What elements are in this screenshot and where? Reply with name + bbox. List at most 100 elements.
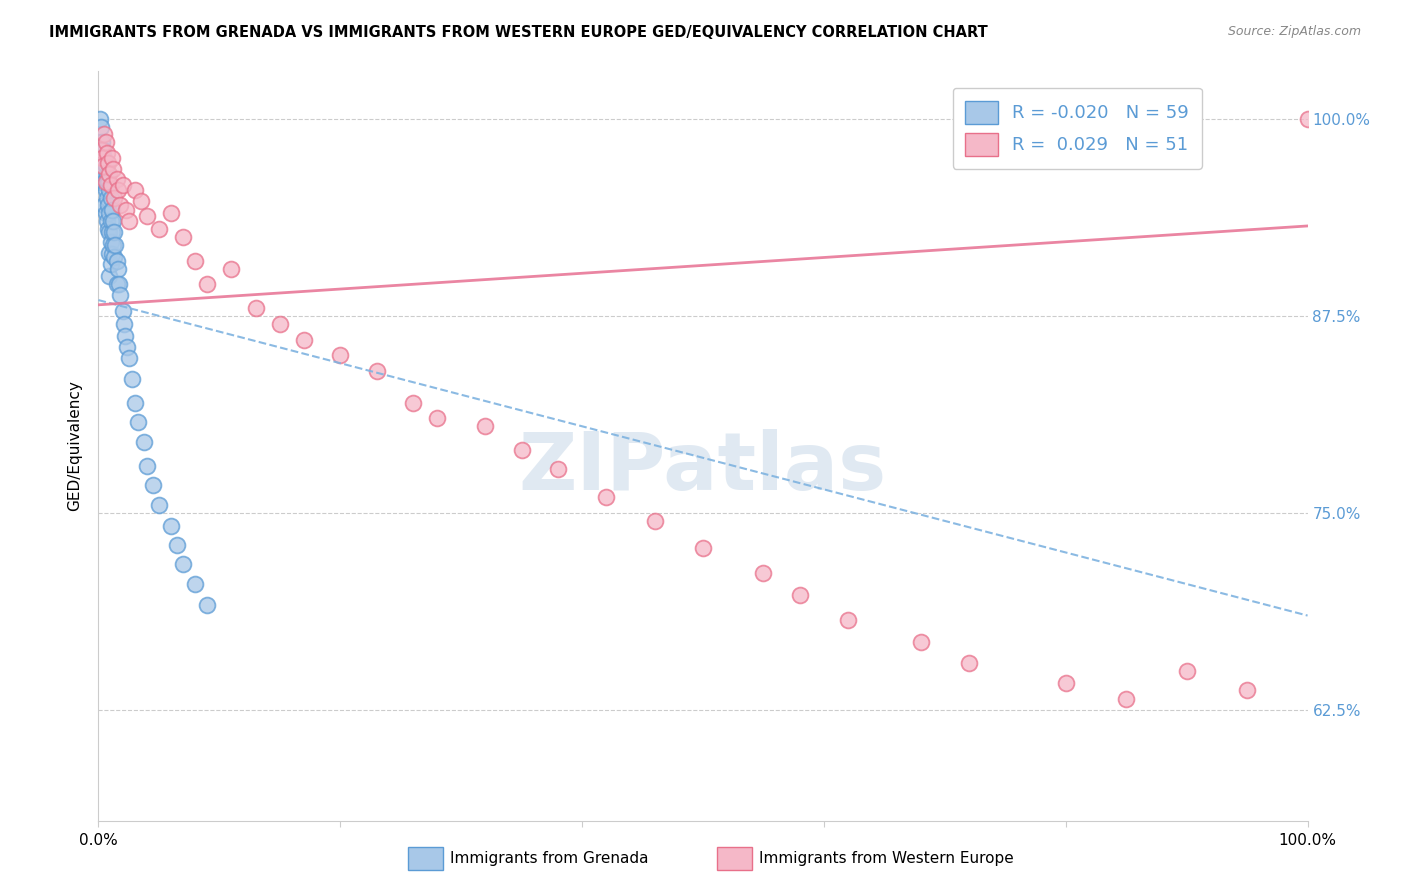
- Point: [426, 411, 449, 425]
- Point: [127, 415, 149, 429]
- Point: [94, 183, 117, 197]
- Point: [96, 146, 118, 161]
- Point: [100, 247, 122, 261]
- Point: [90, 120, 112, 134]
- Point: [101, 162, 124, 177]
- Point: [105, 253, 128, 268]
- Point: [160, 518, 183, 533]
- Point: [100, 203, 122, 218]
- Point: [108, 277, 131, 292]
- Point: [1236, 682, 1258, 697]
- Point: [108, 198, 131, 212]
- Text: ZIPatlas: ZIPatlas: [519, 429, 887, 508]
- Point: [90, 151, 112, 165]
- Point: [184, 577, 207, 591]
- Point: [221, 261, 243, 276]
- Point: [94, 136, 117, 150]
- Point: [94, 175, 117, 189]
- Point: [108, 288, 131, 302]
- Point: [103, 225, 125, 239]
- Point: [97, 198, 120, 212]
- Point: [115, 203, 138, 218]
- Point: [329, 348, 352, 362]
- Point: [292, 333, 315, 347]
- Point: [402, 395, 425, 409]
- Legend: R = -0.020   N = 59, R =  0.029   N = 51: R = -0.020 N = 59, R = 0.029 N = 51: [953, 88, 1202, 169]
- Point: [91, 143, 114, 157]
- Point: [89, 175, 111, 189]
- Point: [91, 136, 114, 150]
- Point: [100, 235, 122, 249]
- Y-axis label: GED/Equivalency: GED/Equivalency: [67, 381, 83, 511]
- Point: [96, 167, 118, 181]
- Point: [124, 395, 146, 409]
- Point: [100, 257, 122, 271]
- Point: [96, 190, 118, 204]
- Point: [90, 143, 112, 157]
- Point: [148, 222, 170, 236]
- Point: [98, 269, 121, 284]
- Point: [98, 206, 121, 220]
- Point: [93, 198, 115, 212]
- Point: [595, 490, 617, 504]
- Point: [1296, 112, 1319, 126]
- Point: [148, 498, 170, 512]
- Point: [97, 175, 120, 189]
- Point: [89, 112, 111, 126]
- Point: [94, 159, 117, 173]
- Point: [166, 538, 188, 552]
- Point: [129, 194, 152, 208]
- Point: [107, 261, 129, 276]
- Point: [100, 225, 122, 239]
- Point: [644, 514, 666, 528]
- Point: [105, 277, 128, 292]
- Point: [101, 238, 124, 252]
- Point: [98, 167, 121, 181]
- Point: [195, 598, 218, 612]
- Point: [114, 329, 136, 343]
- Point: [91, 159, 114, 173]
- Point: [135, 210, 157, 224]
- Point: [105, 171, 128, 186]
- Point: [1054, 676, 1077, 690]
- Point: [910, 635, 932, 649]
- Point: [1175, 664, 1198, 678]
- Point: [91, 159, 114, 173]
- Point: [752, 566, 775, 580]
- Point: [91, 151, 114, 165]
- Point: [124, 183, 146, 197]
- Point: [100, 178, 122, 192]
- Point: [100, 151, 122, 165]
- Point: [112, 317, 135, 331]
- Point: [118, 214, 141, 228]
- Point: [121, 372, 143, 386]
- Point: [957, 656, 980, 670]
- Point: [104, 238, 127, 252]
- Point: [98, 225, 121, 239]
- Point: [97, 222, 120, 236]
- Point: [366, 364, 388, 378]
- Point: [837, 613, 859, 627]
- Point: [510, 442, 533, 457]
- Point: [98, 183, 121, 197]
- Point: [118, 351, 141, 366]
- Point: [269, 317, 291, 331]
- Point: [96, 214, 118, 228]
- Text: Immigrants from Grenada: Immigrants from Grenada: [450, 851, 648, 866]
- Text: Source: ZipAtlas.com: Source: ZipAtlas.com: [1227, 25, 1361, 38]
- Point: [692, 541, 714, 555]
- Point: [93, 128, 115, 142]
- Point: [135, 458, 157, 473]
- Point: [101, 214, 124, 228]
- Point: [172, 230, 194, 244]
- Point: [107, 183, 129, 197]
- Point: [160, 206, 183, 220]
- Point: [91, 167, 114, 181]
- Point: [94, 206, 117, 220]
- Point: [103, 251, 125, 265]
- Point: [100, 190, 122, 204]
- Point: [172, 557, 194, 571]
- Point: [117, 340, 139, 354]
- Point: [98, 245, 121, 260]
- Point: [245, 301, 267, 315]
